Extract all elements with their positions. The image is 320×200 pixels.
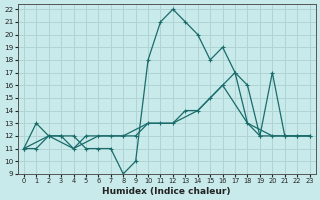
X-axis label: Humidex (Indice chaleur): Humidex (Indice chaleur) xyxy=(102,187,231,196)
